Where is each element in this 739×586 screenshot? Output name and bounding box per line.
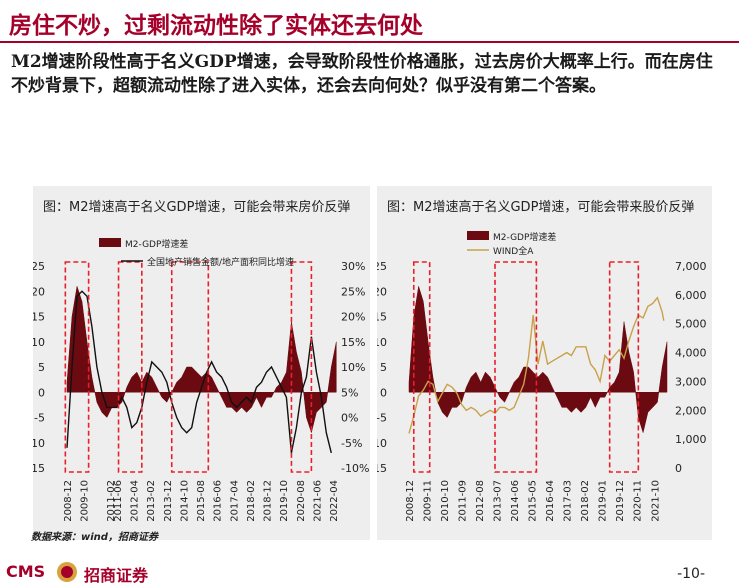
x-tick: 2013-07 — [493, 480, 504, 522]
x-tick: 2021-06 — [312, 480, 323, 522]
page-number: -10- — [677, 566, 705, 582]
x-tick: 2014-06 — [510, 480, 521, 522]
data-source: 数据来源：wind，招商证券 — [31, 532, 158, 543]
y-right-tick: 5,000 — [675, 318, 707, 331]
y-right-tick: 15% — [341, 336, 365, 349]
x-tick: 2009-11 — [423, 480, 434, 522]
highlight-box — [412, 261, 431, 473]
y-right-tick: 3,000 — [675, 375, 707, 388]
y-left-tick: 15 — [33, 311, 45, 324]
legend-label: 全国地产销售金额/地产面积同比增速 — [147, 256, 294, 268]
legend-swatch-bar — [467, 231, 489, 240]
x-tick: 2013-02 — [146, 480, 157, 522]
y-right-tick: 2,000 — [675, 404, 707, 417]
highlight-box — [494, 261, 538, 473]
y-right-tick: 0 — [675, 462, 682, 475]
chart-house-price: 25 20 15 10 5 0 -5 -10 -15 30% 25% 20% 15% 10% 5% 0% -5%… — [33, 238, 369, 522]
legend-swatch-bar — [99, 238, 121, 247]
y-right-tick: 0% — [341, 412, 358, 425]
series-line — [66, 290, 332, 454]
highlight-box — [64, 261, 90, 473]
chart-title: 图：M2增速高于名义GDP增速，可能会带来股价反弹 — [387, 200, 695, 215]
page-title: 房住不炒，过剩流动性除了实体还去何处 — [9, 12, 423, 39]
y-left-tick: -15 — [377, 462, 387, 475]
y-right-tick: 5% — [341, 386, 358, 399]
y-left-tick: 0 — [380, 386, 387, 399]
x-tick: 2018-02 — [580, 480, 591, 522]
y-right-tick: 1,000 — [675, 433, 707, 446]
series-m2-gdp-gap — [408, 286, 668, 434]
y-right-tick: 6,000 — [675, 289, 707, 302]
x-tick: 2008-12 — [405, 480, 416, 522]
y-left-tick: 25 — [377, 260, 387, 273]
x-tick: 2012-04 — [130, 480, 141, 522]
x-tick: 2020-11 — [633, 480, 644, 522]
x-tick: 2019-12 — [615, 480, 626, 522]
logo-emblem-icon — [57, 562, 77, 582]
logo-company-name: 招商证券 — [84, 566, 149, 585]
x-tick: 2008-12 — [63, 480, 74, 522]
x-tick: 2017-03 — [563, 480, 574, 522]
y-right-tick: 25% — [341, 285, 365, 298]
x-tick: 2019-10 — [279, 480, 290, 522]
y-left-tick: 5 — [38, 361, 45, 374]
legend-label: M2-GDP增速差 — [125, 238, 188, 250]
y-left-tick: -10 — [33, 437, 45, 450]
x-tick: 2019-01 — [598, 480, 609, 522]
y-left-tick: 20 — [33, 285, 45, 298]
chart-panel-house-price: 图：M2增速高于名义GDP增速，可能会带来房价反弹 25 20 15 10 5 0 -5 -1… — [33, 186, 370, 540]
x-tick: 2013-12 — [163, 480, 174, 522]
chart-panel-stock-price: 图：M2增速高于名义GDP增速，可能会带来股价反弹 25 20 15 10 5 0 -5 -1… — [377, 186, 712, 540]
y-right-tick: -10% — [341, 462, 369, 475]
y-right-tick: 7,000 — [675, 260, 707, 273]
y-right-tick: -5% — [341, 437, 362, 450]
x-tick: 2011-02 — [106, 480, 117, 522]
x-tick: 2018-02 — [246, 480, 257, 522]
logo-cms: CMS — [6, 562, 46, 581]
x-tick: 2017-04 — [229, 480, 240, 522]
y-left-tick: 0 — [38, 386, 45, 399]
y-left-tick: 25 — [33, 260, 45, 273]
chart-stock-price: 25 20 15 10 5 0 -5 -10 -15 7,000 6,000 5,000 4,000 3,… — [377, 231, 707, 522]
chart-title: 图：M2增速高于名义GDP增速，可能会带来房价反弹 — [43, 200, 351, 215]
y-left-tick: -5 — [377, 412, 387, 425]
body-text: M2增速阶段性高于名义GDP增速，会导致阶段性价格通胀，过去房价大概率上行。而在… — [11, 52, 713, 96]
x-tick: 2018-12 — [263, 480, 274, 522]
y-left-tick: -10 — [377, 437, 387, 450]
highlight-box — [608, 261, 640, 473]
legend-label: WIND全A — [493, 245, 534, 257]
legend-label: M2-GDP增速差 — [493, 231, 556, 243]
x-tick: 2022-04 — [329, 480, 340, 522]
x-tick: 2012-08 — [475, 480, 486, 522]
x-tick: 2010-10 — [440, 480, 451, 522]
y-right-tick: 10% — [341, 361, 365, 374]
highlight-box — [117, 261, 143, 473]
y-left-tick: 20 — [377, 285, 387, 298]
x-tick: 2011-09 — [458, 480, 469, 522]
highlight-box — [290, 261, 313, 473]
y-left-tick: 15 — [377, 311, 387, 324]
highlight-box — [170, 261, 210, 473]
y-right-tick: 30% — [341, 260, 365, 273]
y-left-tick: -5 — [34, 412, 45, 425]
y-left-tick: 10 — [33, 336, 45, 349]
series-m2-gdp-gap — [66, 286, 337, 434]
x-tick: 2015-05 — [528, 480, 539, 522]
y-left-tick: 10 — [377, 336, 387, 349]
x-tick: 2016-06 — [213, 480, 224, 522]
y-right-tick: 20% — [341, 311, 365, 324]
y-left-tick: 5 — [380, 361, 387, 374]
x-tick: 2016-04 — [545, 480, 556, 522]
x-tick: 2015-08 — [196, 480, 207, 522]
x-tick: 2014-10 — [179, 480, 190, 522]
title-rule — [0, 41, 739, 43]
x-tick: 2020-08 — [296, 480, 307, 522]
x-tick: 2021-10 — [650, 480, 661, 522]
x-tick: 2011-06 — [113, 480, 124, 522]
series-line — [408, 296, 665, 434]
y-right-tick: 4,000 — [675, 347, 707, 360]
x-tick: 2009-10 — [80, 480, 91, 522]
y-left-tick: -15 — [33, 462, 45, 475]
